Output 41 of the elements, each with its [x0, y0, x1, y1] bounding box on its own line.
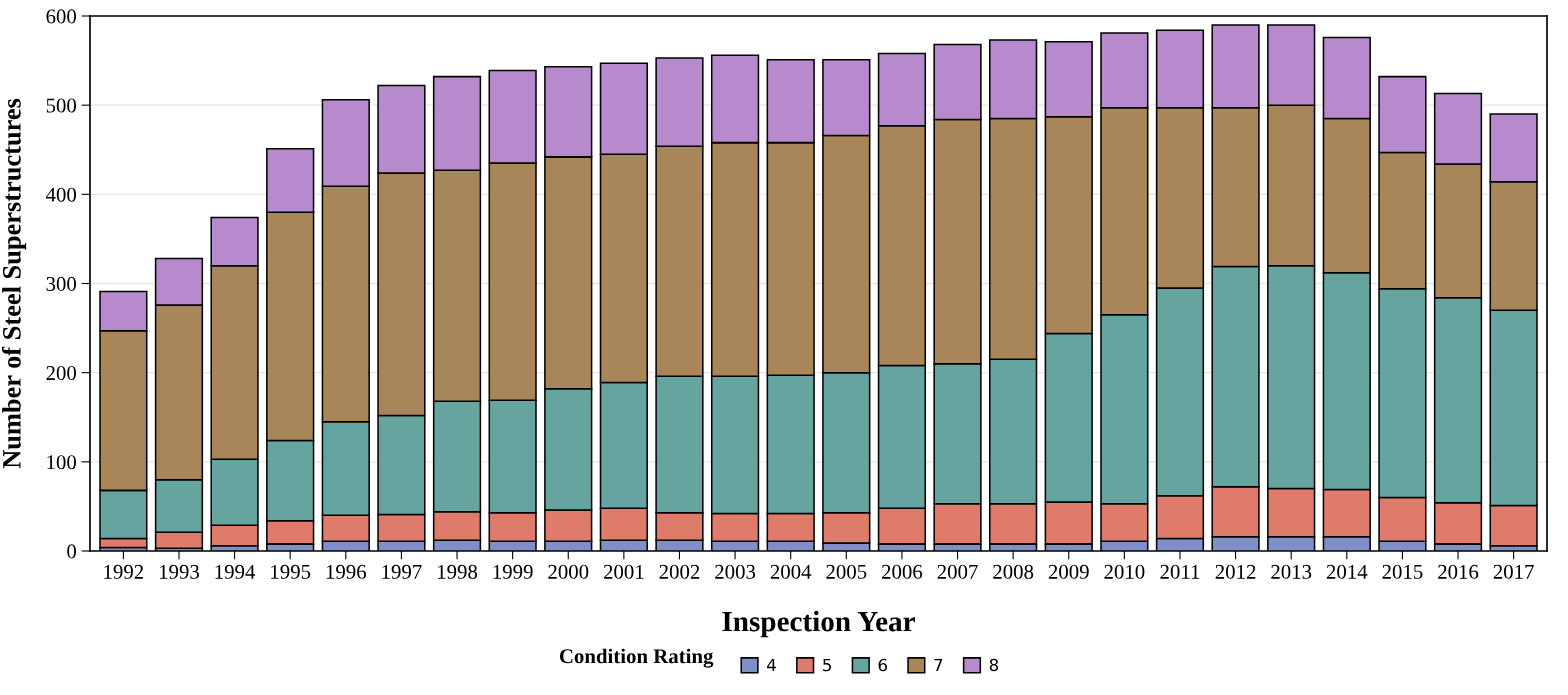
- x-tick-label: 1992: [104, 564, 144, 579]
- x-tick-label: 1999: [493, 564, 533, 579]
- x-tick-label: 1997: [382, 564, 422, 579]
- y-tick-label: 300: [46, 276, 77, 291]
- x-tick-label: 2015: [1382, 564, 1423, 579]
- y-tick-label: 100: [47, 455, 77, 470]
- y-tick-label: 600: [46, 9, 77, 24]
- x-tick-label: 2012: [1215, 564, 1256, 579]
- x-tick-label: 2010: [1104, 564, 1145, 579]
- y-tick-label: 200: [46, 366, 77, 381]
- x-tick-label: 2000: [548, 564, 589, 579]
- legend-label: 6: [878, 658, 887, 672]
- x-tick-label: 2007: [937, 564, 978, 579]
- x-tick-label: 2009: [1048, 564, 1089, 579]
- x-tick-label: 2005: [826, 564, 867, 579]
- x-tick-label: 2004: [770, 564, 812, 579]
- x-tick-label: 1998: [438, 564, 478, 579]
- legend-title: Condition Rating: [559, 648, 714, 668]
- x-tick-label: 2003: [715, 564, 756, 579]
- y-axis-title: Number of Steel Superstructures: [1, 98, 27, 469]
- x-axis-title: Inspection Year: [722, 610, 915, 638]
- x-tick-label: 2014: [1326, 564, 1368, 579]
- x-tick-label: 2011: [1160, 564, 1200, 579]
- legend-label: 5: [823, 658, 831, 672]
- x-tick-label: 2001: [603, 564, 644, 579]
- x-tick-label: 2017: [1493, 564, 1534, 579]
- y-tick-label: 0: [67, 544, 77, 559]
- legend-label: 8: [989, 658, 999, 672]
- x-tick-label: 1995: [271, 564, 311, 579]
- x-tick-label: 1993: [159, 564, 199, 579]
- legend-label: 4: [767, 658, 776, 672]
- x-tick-label: 1994: [215, 564, 256, 579]
- x-tick-label: 2008: [993, 564, 1034, 579]
- y-tick-label: 400: [45, 187, 77, 202]
- x-tick-label: 2013: [1271, 564, 1312, 579]
- x-tick-label: 1996: [326, 564, 367, 579]
- x-tick-label: 2002: [659, 564, 700, 579]
- legend-label: 7: [934, 658, 943, 672]
- y-tick-label: 500: [46, 98, 77, 113]
- x-tick-label: 2016: [1438, 564, 1479, 579]
- x-tick-label: 2006: [882, 564, 923, 579]
